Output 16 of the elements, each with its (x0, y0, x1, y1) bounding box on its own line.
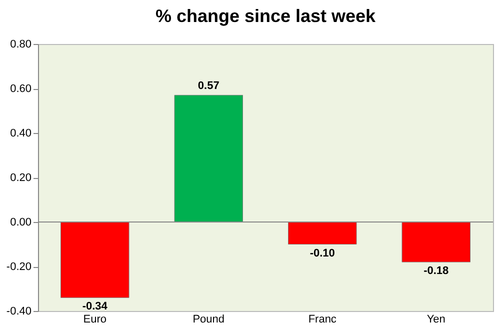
y-tick-label: 0.80 (10, 38, 32, 50)
x-tick-label: Franc (308, 314, 337, 326)
x-tick-label: Euro (83, 314, 106, 326)
data-label: -0.34 (82, 300, 108, 313)
y-tick-label: 0.60 (10, 83, 32, 95)
x-tick-label: Yen (426, 314, 446, 326)
y-tick-label: 0.40 (10, 128, 32, 140)
x-tick-label: Pound (192, 314, 225, 326)
data-label: 0.57 (198, 80, 220, 92)
data-label: -0.10 (310, 247, 335, 260)
chart-title: % change since last week (155, 6, 377, 26)
y-tick-label: -0.40 (6, 306, 32, 318)
data-label: -0.18 (424, 265, 449, 278)
y-tick-label: 0.00 (10, 216, 32, 228)
y-tick-label: -0.20 (6, 261, 32, 273)
y-tick-label: 0.20 (10, 172, 32, 184)
